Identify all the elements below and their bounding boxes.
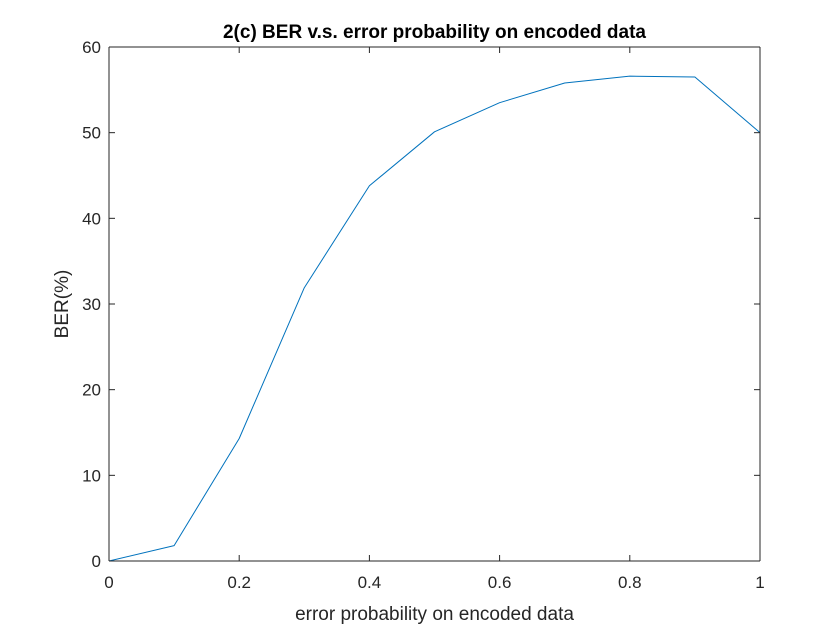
y-tick-label: 20: [82, 381, 101, 400]
x-axis-label: error probability on encoded data: [295, 604, 574, 625]
x-tick-label: 0.2: [227, 573, 251, 592]
y-tick-label: 60: [82, 38, 101, 57]
y-tick-label: 50: [82, 124, 101, 143]
y-tick-label: 30: [82, 295, 101, 314]
y-axis-label: BER(%): [52, 270, 73, 339]
x-tick-label: 0.4: [358, 573, 382, 592]
x-tick-label: 0: [104, 573, 113, 592]
y-tick-label: 40: [82, 209, 101, 228]
series-line-1: [108, 75, 761, 562]
x-tick-label: 0.8: [618, 573, 642, 592]
y-tick-label: 10: [82, 466, 101, 485]
x-tick-label: 0.6: [488, 573, 512, 592]
chart-title: 2(c) BER v.s. error probability on encod…: [223, 22, 646, 43]
x-tick-label: 1: [755, 573, 764, 592]
y-tick-label: 0: [92, 552, 101, 571]
plot-area: [109, 47, 760, 561]
